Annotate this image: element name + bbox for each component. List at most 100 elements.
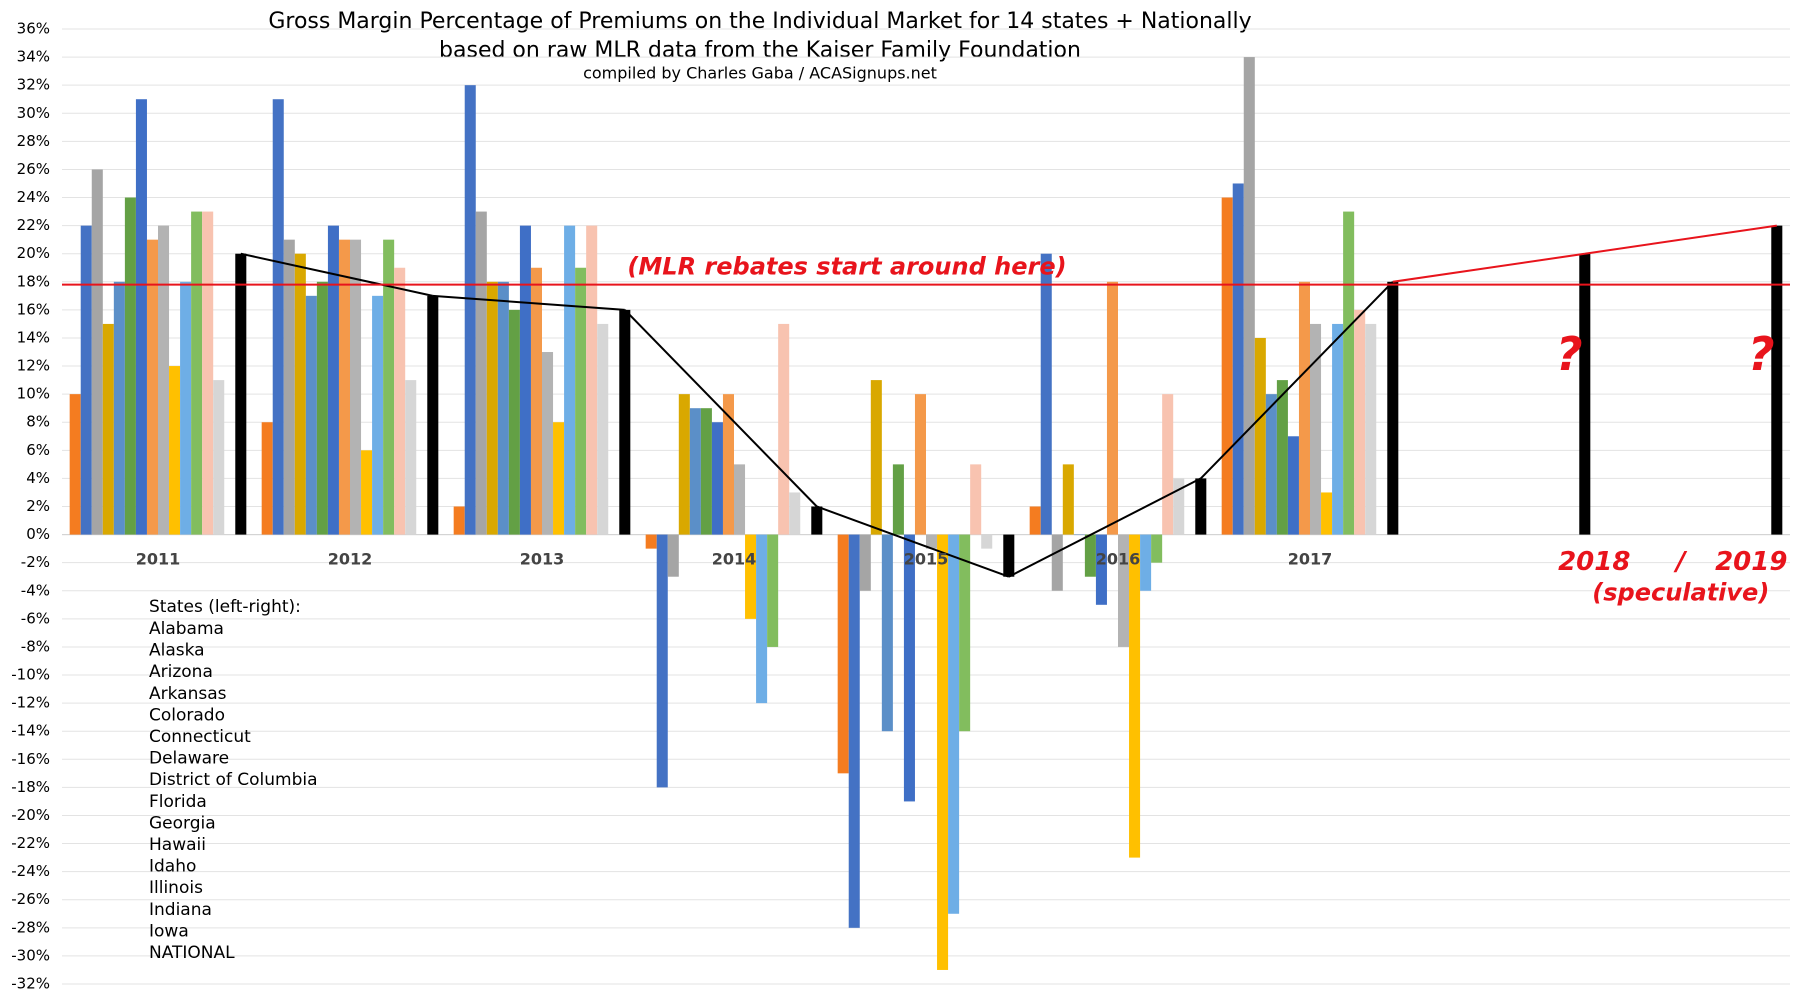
bar bbox=[102, 323, 114, 535]
bar bbox=[1310, 323, 1322, 535]
bar bbox=[350, 239, 362, 535]
bar bbox=[316, 281, 328, 535]
speculative-label: (speculative) bbox=[1592, 579, 1769, 607]
bar bbox=[1265, 394, 1277, 535]
y-tick-label: -16% bbox=[11, 750, 50, 768]
legend-entry: Arizona bbox=[149, 662, 213, 682]
bar bbox=[235, 253, 247, 535]
y-tick-label: 16% bbox=[17, 300, 50, 318]
y-tick-label: -14% bbox=[11, 722, 50, 740]
bar bbox=[1162, 394, 1174, 535]
bar bbox=[497, 281, 509, 535]
y-tick-label: 36% bbox=[17, 20, 50, 38]
bar bbox=[870, 380, 882, 535]
chart-title: Gross Margin Percentage of Premiums on t… bbox=[268, 9, 1251, 34]
legend-entry: Colorado bbox=[149, 705, 225, 725]
bar bbox=[981, 534, 993, 549]
bar bbox=[1287, 436, 1299, 535]
y-tick-label: -12% bbox=[11, 694, 50, 712]
bar bbox=[645, 534, 657, 549]
legend-entry: NATIONAL bbox=[149, 943, 235, 963]
bar bbox=[1365, 323, 1377, 535]
bar bbox=[1040, 253, 1052, 535]
bar bbox=[464, 85, 476, 535]
y-tick-label: 10% bbox=[17, 385, 50, 403]
x-tick-label: 2019 bbox=[1715, 547, 1787, 577]
bar bbox=[1232, 183, 1244, 535]
bar bbox=[575, 267, 587, 535]
bar bbox=[678, 394, 690, 535]
y-tick-label: -2% bbox=[21, 553, 50, 571]
y-tick-label: -18% bbox=[11, 778, 50, 796]
bar bbox=[383, 239, 395, 535]
bar bbox=[1129, 534, 1141, 858]
y-tick-label: -20% bbox=[11, 806, 50, 824]
x-tick-label: 2011 bbox=[136, 549, 181, 568]
bar bbox=[530, 267, 542, 535]
bar bbox=[689, 408, 701, 535]
y-tick-label: -4% bbox=[21, 581, 50, 599]
bar bbox=[1029, 506, 1041, 535]
y-tick-label: 30% bbox=[17, 104, 50, 122]
bar bbox=[69, 394, 81, 535]
y-tick-label: -26% bbox=[11, 890, 50, 908]
legend-entry: Connecticut bbox=[149, 727, 251, 747]
y-tick-label: 4% bbox=[26, 469, 50, 487]
y-tick-label: 18% bbox=[17, 272, 50, 290]
bar bbox=[1106, 281, 1118, 535]
bar bbox=[1062, 464, 1074, 535]
bar bbox=[394, 267, 406, 535]
y-tick-label: 22% bbox=[17, 216, 50, 234]
legend-entry: Alabama bbox=[149, 619, 224, 639]
bar bbox=[1151, 534, 1163, 563]
y-tick-label: 2% bbox=[26, 497, 50, 515]
bar bbox=[1387, 281, 1399, 535]
bar bbox=[1173, 478, 1185, 535]
legend-entry: Iowa bbox=[149, 921, 189, 941]
y-tick-label: 34% bbox=[17, 48, 50, 66]
chart-credit: compiled by Charles Gaba / ACASignups.ne… bbox=[583, 64, 937, 83]
bar bbox=[881, 534, 893, 732]
bar bbox=[756, 534, 768, 704]
legend-entry: Florida bbox=[149, 792, 207, 812]
bar bbox=[1332, 323, 1344, 535]
bar bbox=[453, 506, 465, 535]
legend-title: States (left-right): bbox=[149, 597, 301, 617]
speculative-separator: / bbox=[1673, 547, 1688, 577]
bar bbox=[91, 169, 103, 535]
y-tick-label: -6% bbox=[21, 609, 50, 627]
bar bbox=[1073, 534, 1085, 536]
bar bbox=[1354, 309, 1366, 535]
national-trend bbox=[1008, 477, 1202, 578]
bar bbox=[767, 534, 779, 647]
bar bbox=[734, 464, 746, 535]
bar bbox=[1118, 534, 1130, 647]
bar bbox=[1771, 225, 1783, 535]
bar bbox=[859, 534, 871, 591]
bar bbox=[1095, 534, 1107, 605]
legend-entry: Hawaii bbox=[149, 835, 206, 855]
y-tick-label: -22% bbox=[11, 834, 50, 852]
bar bbox=[372, 295, 384, 535]
bar bbox=[180, 281, 192, 535]
bar bbox=[1343, 211, 1355, 535]
bar bbox=[305, 295, 317, 535]
bar bbox=[338, 239, 350, 535]
bar bbox=[1321, 492, 1333, 535]
legend-entry: Idaho bbox=[149, 857, 196, 877]
bar bbox=[475, 211, 487, 535]
legend-entry: Illinois bbox=[149, 878, 203, 898]
bar bbox=[745, 534, 757, 619]
y-tick-label: 26% bbox=[17, 160, 50, 178]
y-tick-label: 20% bbox=[17, 244, 50, 262]
national-trend bbox=[432, 294, 625, 311]
bar bbox=[191, 211, 203, 535]
bar bbox=[213, 380, 225, 535]
y-tick-label: -32% bbox=[11, 975, 50, 993]
bar bbox=[261, 422, 273, 535]
unknown-marker: ? bbox=[1556, 327, 1583, 381]
y-tick-label: 6% bbox=[26, 441, 50, 459]
x-tick-label: 2017 bbox=[1288, 549, 1333, 568]
bar bbox=[1298, 281, 1310, 535]
